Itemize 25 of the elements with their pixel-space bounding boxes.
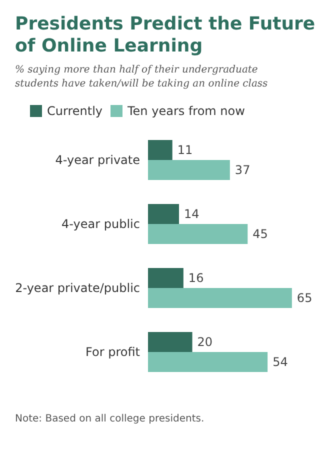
data-label: 37	[234, 163, 250, 177]
chart-subtitle: % saying more than half of their undergraduate students have taken/will be taking an online class	[15, 64, 268, 90]
y-tick-label: 2-year private/public	[15, 281, 140, 295]
bar	[148, 204, 179, 224]
legend-label: Ten years from now	[126, 104, 246, 118]
data-label: 65	[296, 291, 312, 305]
data-label: 11	[177, 143, 193, 157]
bar	[148, 332, 192, 352]
y-tick-label: 4-year private	[55, 153, 140, 167]
bar	[148, 160, 230, 180]
y-tick-label: For profit	[86, 345, 140, 359]
data-label: 54	[272, 355, 288, 369]
data-label: 45	[252, 227, 268, 241]
text: Note: Based on all college presidents.	[15, 414, 204, 424]
bar	[148, 268, 184, 288]
data-label: 14	[184, 207, 200, 221]
bar	[148, 140, 172, 160]
data-label: 16	[188, 271, 204, 285]
bar	[148, 224, 248, 244]
legend-label: Currently	[47, 104, 103, 118]
bar	[148, 288, 292, 308]
y-tick-label: 4-year public	[62, 217, 140, 231]
chart-title: Presidents Predict the Future of Online Learning	[15, 14, 322, 56]
data-label: 20	[197, 335, 213, 349]
bar	[148, 352, 268, 372]
